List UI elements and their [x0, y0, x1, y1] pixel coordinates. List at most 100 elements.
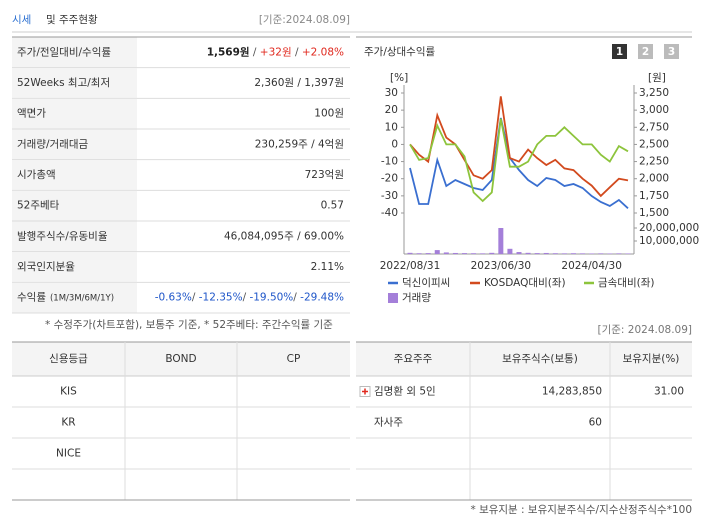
y2-unit: [원]	[648, 72, 666, 84]
label-text: 외국인지분율	[17, 261, 75, 273]
y2-tick-label: 2,750	[639, 121, 669, 133]
y-tick-label: 20	[385, 104, 398, 116]
volume-bar	[616, 253, 622, 254]
chart-button-label: 2	[642, 46, 649, 58]
volume-bar	[516, 252, 522, 254]
y-tick-label: -20	[381, 173, 398, 185]
row-label: 발행주식수/유동비율	[17, 230, 108, 242]
volume-bar	[452, 252, 458, 254]
row-label: 액면가	[17, 108, 46, 120]
cell: 김명환 외 5인	[374, 386, 436, 398]
title-rest: 및 주주현황	[46, 14, 98, 26]
value-part: 46,084,095주 / 69.00%	[224, 230, 344, 242]
label-text: 거래량/거래대금	[17, 138, 88, 150]
legend-label: KOSDAQ대비(좌)	[484, 277, 566, 289]
series-line	[409, 96, 629, 198]
label-text: 52Weeks 최고/최저	[17, 77, 110, 89]
volume-bar	[589, 253, 595, 254]
y-tick-label: -40	[381, 207, 398, 219]
cell: 31.00	[654, 386, 684, 398]
volume-bar	[471, 253, 477, 254]
row-value: 2,360원 / 1,397원	[254, 77, 344, 89]
label-text: 액면가	[17, 108, 46, 120]
label-cell	[12, 129, 137, 160]
header-row	[12, 342, 350, 376]
x-tick-label: 2023/06/30	[471, 260, 532, 272]
row-value: 230,259주 / 4억원	[255, 138, 344, 150]
volume-bar	[580, 253, 586, 254]
y-tick-label: 0	[391, 138, 398, 150]
header-cell: 신용등급	[49, 353, 88, 365]
date: [기준:2024.08.09]	[259, 14, 350, 26]
volume-bar	[462, 253, 467, 254]
cell: KR	[61, 417, 75, 429]
label-cell	[12, 160, 137, 190]
row-value: 723억원	[305, 169, 344, 181]
row-label: 거래량/거래대금	[17, 138, 88, 150]
y-tick-label: 30	[385, 87, 398, 99]
title-main: 시세	[12, 14, 31, 26]
label-cell	[12, 37, 137, 68]
row-label: 시가총액	[17, 169, 56, 181]
y2-tick-label: 2,250	[639, 156, 669, 168]
value-part: 2,360원 / 1,397원	[254, 77, 344, 89]
label-cell	[12, 282, 137, 313]
value-part: 723억원	[305, 169, 344, 181]
volume-bar	[598, 253, 604, 254]
chart-button-label: 3	[668, 46, 675, 58]
volume-tick-label: 20,000,000	[639, 222, 699, 234]
holder-note: * 보유지분 : 보유지분주식수/지수산정주식수*100	[470, 504, 692, 516]
chart-date: [기준: 2024.08.09]	[597, 324, 692, 336]
value-part: -29.48%	[300, 292, 344, 304]
value-part: 230,259주 / 4억원	[255, 138, 344, 150]
series-line	[409, 117, 629, 209]
value-part: +32원	[260, 46, 292, 58]
chart-button[interactable]	[612, 44, 627, 59]
cell: 60	[589, 417, 602, 429]
volume-bar	[434, 250, 440, 254]
value-part: /	[243, 292, 250, 304]
value-part: /	[292, 46, 302, 58]
volume-bar	[425, 253, 431, 254]
row-value: 46,084,095주 / 69.00%	[224, 230, 344, 242]
row-label: 외국인지분율	[17, 261, 75, 273]
expand-plus	[362, 388, 368, 395]
label-cell	[12, 252, 137, 282]
label-cell	[12, 68, 137, 98]
cell: NICE	[56, 448, 81, 460]
label-text: 52주베타	[17, 200, 60, 212]
chart-button[interactable]	[664, 44, 679, 59]
value-part: /	[293, 292, 300, 304]
row-label: 52주베타	[17, 200, 60, 212]
label-sub: (1M/3M/6M/1Y)	[50, 293, 114, 303]
legend-swatch	[388, 293, 398, 303]
legend-label: 금속대비(좌)	[598, 277, 655, 289]
volume-bar	[480, 253, 486, 254]
y2-tick-label: 2,000	[639, 173, 669, 185]
value-part: +2.08%	[302, 46, 344, 58]
volume-bar	[407, 252, 413, 254]
value-part: 0.57	[321, 200, 344, 212]
row-value: 0.57	[321, 200, 344, 212]
volume-bar	[625, 253, 631, 254]
y2-tick-label: 2,500	[639, 138, 669, 150]
label-text: 수익률	[17, 292, 46, 304]
volume-bar	[571, 253, 576, 254]
volume-bar	[534, 253, 540, 254]
y-tick-label: -30	[381, 190, 398, 202]
y-unit: [%]	[390, 72, 408, 84]
volume-bar	[498, 228, 504, 254]
cell: 14,283,850	[542, 386, 602, 398]
value-part: 100원	[314, 108, 344, 120]
value-part: -12.35%	[199, 292, 243, 304]
row-value: 100원	[314, 108, 344, 120]
chart-button[interactable]	[638, 44, 653, 59]
value-part: -0.63%	[155, 292, 192, 304]
row-value: -0.63%/ -12.35%/ -19.50%/ -29.48%	[155, 292, 344, 304]
label-text: 주가/전일대비/수익률	[17, 45, 111, 58]
y2-tick-label: 3,000	[639, 104, 669, 116]
header-cell: BOND	[165, 353, 196, 365]
header-row	[356, 342, 692, 376]
row-label: 52Weeks 최고/최저	[17, 77, 110, 89]
